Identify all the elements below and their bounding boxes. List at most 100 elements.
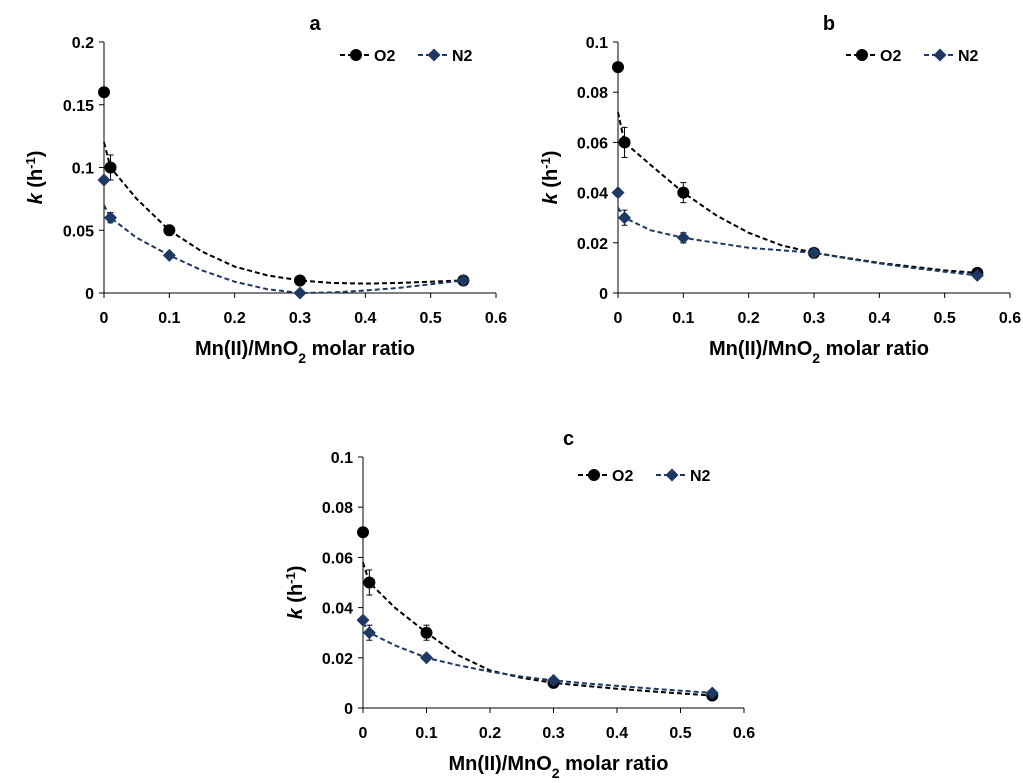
y-tick-label: 0.08 [322,500,353,517]
y-tick-label: 0.05 [63,223,94,240]
x-tick-label: 0.5 [934,310,956,327]
y-tick-label: 0 [599,286,608,303]
legend-label-N2: N2 [958,48,979,65]
x-tick-label: 0.1 [158,310,180,327]
legend-marker-N2 [427,48,441,62]
legend: O2 N2 [846,48,979,65]
y-axis-title: k (h-1) [283,566,308,620]
y-tick-label: 0.15 [63,98,94,115]
trend-line-O2 [103,142,464,285]
x-tick-label: 0.4 [606,725,628,742]
x-tick-label: 0.4 [354,310,376,327]
series-O2 [612,61,984,279]
y-tick-label: 0.02 [577,236,608,253]
x-tick-label: 0.6 [733,725,755,742]
y-tick-label: 0.1 [586,35,608,52]
y-tick-label: 0.1 [331,450,353,467]
y-tick-label: 0 [344,701,353,718]
data-point-O2 [420,626,433,639]
x-tick-label: 0.5 [669,725,691,742]
trend-line-N2 [103,204,464,295]
y-tick-label: 0.04 [322,601,353,618]
y-tick-label: 0.02 [322,651,353,668]
legend-label-O2: O2 [880,48,901,65]
trend-line-O2 [617,112,978,274]
y-tick-label: 0 [85,286,94,303]
series-N2 [356,613,719,700]
y-tick-label: 0.1 [72,161,94,178]
data-point-O2 [98,86,110,99]
x-tick-label: 0.4 [868,310,890,327]
series-O2 [98,86,470,287]
data-point-O2 [163,224,176,237]
legend-marker-O2 [856,49,868,61]
y-tick-label: 0.08 [577,85,608,102]
legend: O2 N2 [340,48,473,65]
series-O2 [357,526,719,702]
x-tick-label: 0.3 [289,310,311,327]
legend-marker-N2 [933,48,947,62]
y-tick-label: 0.06 [577,135,608,152]
data-point-O2 [618,136,631,149]
data-point-N2 [970,268,984,282]
chart-panel-a: 0 0.05 0.1 0.15 0.2 0 0.1 0.2 0.3 0.4 0.5 0.6 a Mn(II… [23,13,508,366]
data-point-N2 [676,231,690,245]
x-tick-label: 0.5 [420,310,442,327]
series-N2 [97,173,470,300]
legend-label-O2: O2 [374,48,395,65]
legend: O2 N2 [578,468,711,485]
data-point-N2 [618,211,632,225]
data-point-N2 [420,651,433,665]
y-tick-label: 0.2 [72,35,94,52]
data-point-N2 [293,286,307,300]
x-tick-label: 0.3 [542,725,564,742]
chart-title: c [563,428,574,450]
data-point-N2 [456,273,470,287]
data-point-N2 [547,673,560,687]
chart-title: b [823,13,835,35]
data-point-N2 [97,173,111,187]
data-point-N2 [705,686,719,700]
data-point-O2 [677,186,690,199]
x-tick-label: 0.2 [738,310,760,327]
y-tick-label: 0.04 [577,186,608,203]
data-point-O2 [104,161,117,174]
legend-label-N2: N2 [452,48,473,65]
legend-marker-O2 [588,469,600,481]
x-tick-label: 0 [359,725,368,742]
legend-label-O2: O2 [612,468,633,485]
data-point-O2 [294,274,306,287]
data-point-N2 [104,211,118,225]
x-axis-title: Mn(II)/MnO2 molar ratio [709,338,929,366]
series-N2 [611,186,984,282]
trend-line-O2 [362,562,713,697]
data-point-N2 [162,248,176,262]
x-tick-label: 0.2 [224,310,246,327]
x-tick-label: 0.1 [672,310,694,327]
y-tick-label: 0.06 [322,550,353,567]
x-axis-title: Mn(II)/MnO2 molar ratio [195,338,415,366]
x-tick-label: 0.2 [479,725,501,742]
data-point-O2 [357,526,369,539]
legend-marker-O2 [350,49,362,61]
data-point-N2 [611,186,625,200]
trend-line-N2 [362,622,713,694]
y-axis-title: k (h-1) [538,151,563,205]
x-tick-label: 0 [100,310,109,327]
trend-line-N2 [617,207,978,277]
chart-panel-c: 0 0.02 0.04 0.06 0.08 0.1 0 0.1 0.2 0.3 0.4 0.5 0.6 c… [283,428,756,781]
data-point-O2 [612,61,624,74]
data-point-N2 [362,626,376,640]
y-axis-title: k (h-1) [23,151,48,205]
x-axis-title: Mn(II)/MnO2 molar ratio [448,753,668,781]
data-point-N2 [356,613,370,627]
x-tick-label: 0 [614,310,623,327]
x-tick-label: 0.3 [803,310,825,327]
x-tick-label: 0.1 [415,725,437,742]
x-tick-label: 0.6 [999,310,1021,327]
chart-panel-b: 0 0.02 0.04 0.06 0.08 0.1 0 0.1 0.2 0.3 0.4 0.5 0.6 b… [538,13,1022,366]
data-point-N2 [807,246,821,260]
data-point-O2 [363,576,376,589]
chart-title: a [309,13,321,35]
legend-label-N2: N2 [690,468,711,485]
